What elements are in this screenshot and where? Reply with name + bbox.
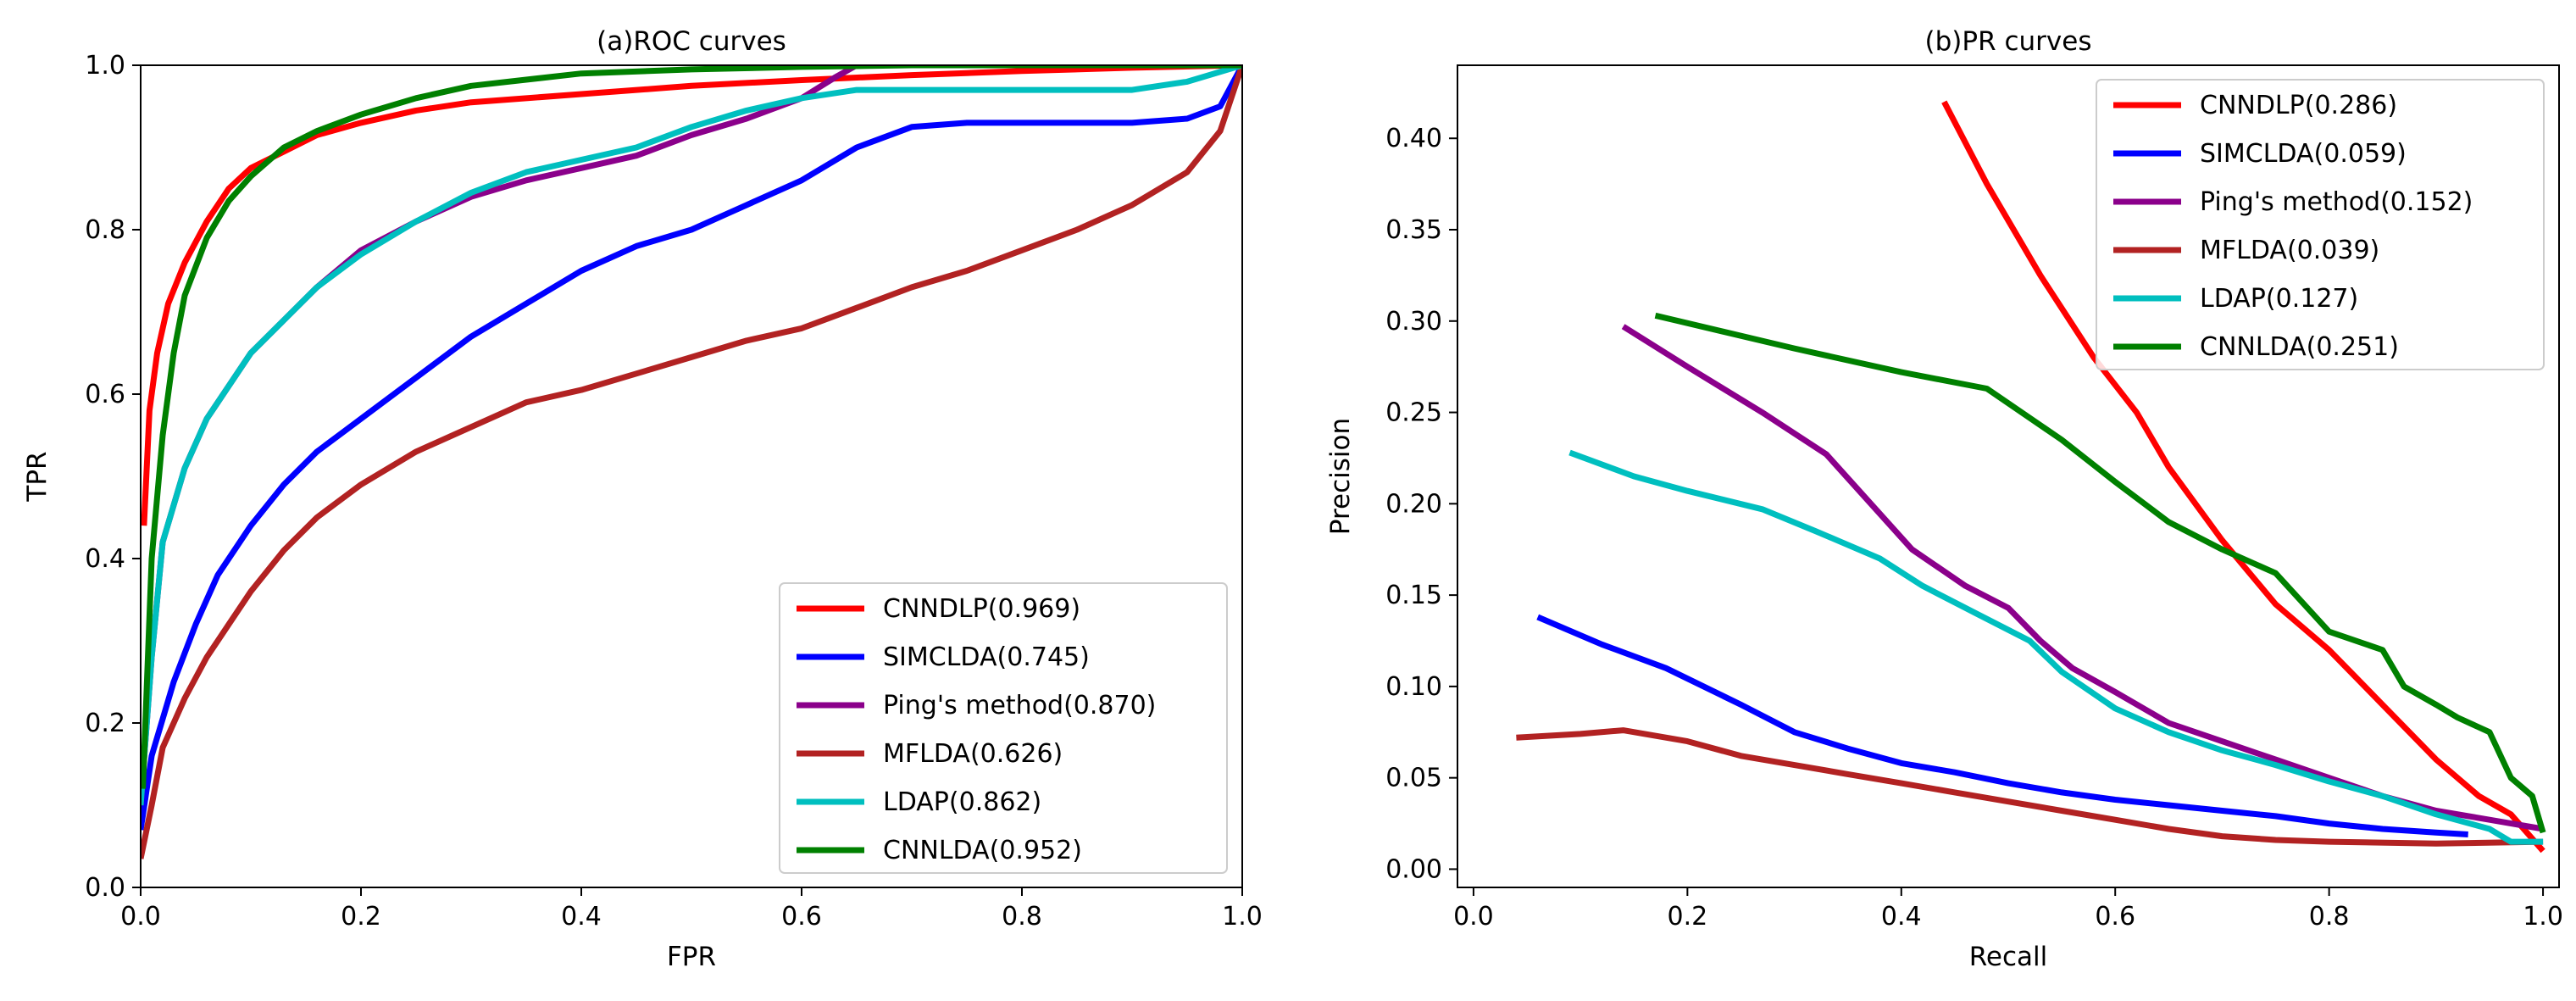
series-line-1 [141, 65, 1242, 831]
series-line-0 [141, 65, 1242, 526]
x-tick-label: 0.2 [341, 902, 381, 931]
y-tick-label: 0.8 [85, 215, 125, 245]
x-tick-label: 0.6 [2095, 902, 2135, 931]
y-tick-label: 0.05 [1385, 764, 1442, 793]
y-tick-label: 0.0 [85, 873, 125, 903]
plot-frame [140, 64, 1243, 888]
chart-title: (a)ROC curves [597, 26, 786, 57]
y-tick-label: 0.00 [1385, 854, 1442, 884]
y-tick-label: 0.10 [1385, 672, 1442, 702]
series-line-2 [1621, 324, 2544, 832]
y-tick-label: 0.20 [1385, 489, 1442, 519]
x-tick-label: 0.4 [561, 902, 602, 931]
y-tick-label: 0.25 [1385, 398, 1442, 428]
legend-label-0: CNNDLP(0.969) [883, 594, 1080, 624]
x-tick-label: 0.2 [1667, 902, 1707, 931]
legend-label-3: MFLDA(0.626) [883, 739, 1063, 769]
legend-box [2096, 79, 2545, 370]
series-line-0 [1941, 100, 2545, 854]
legend-box [779, 582, 1228, 874]
legend-label-3: MFLDA(0.039) [2200, 236, 2379, 265]
plot-frame [1457, 64, 2560, 888]
y-tick-label: 0.2 [85, 709, 125, 738]
x-tick-label: 0.8 [1002, 902, 1042, 931]
series-line-5 [141, 65, 1242, 789]
legend-label-5: CNNLDA(0.251) [2200, 332, 2399, 362]
y-tick-label: 0.6 [85, 380, 125, 409]
legend: CNNDLP(0.286) SIMCLDA(0.059) Ping's method… [2096, 79, 2545, 370]
legend-label-2: Ping's method(0.870) [883, 691, 1156, 720]
chart-title: (b)PR curves [1925, 26, 2092, 57]
x-axis-label: FPR [667, 942, 716, 972]
legend-label-4: LDAP(0.127) [2200, 284, 2358, 314]
y-tick-label: 0.40 [1385, 124, 1442, 153]
y-tick-label: 0.4 [85, 544, 125, 574]
y-tick-label: 0.35 [1385, 215, 1442, 245]
series-line-1 [1536, 614, 2468, 837]
x-tick-label: 0.0 [1453, 902, 1494, 931]
x-tick-label: 0.0 [120, 902, 161, 931]
series-line-4 [1568, 449, 2544, 845]
series-line-4 [141, 65, 1242, 806]
legend: CNNDLP(0.969) SIMCLDA(0.745) Ping's method… [779, 582, 1228, 874]
x-tick-label: 1.0 [1222, 902, 1263, 931]
roc-chart: 0.0 0.2 0.4 0.6 0.8 1.0 0.0 0.2 0.4 0.6 0.8 1.0 (a)R… [22, 26, 1263, 972]
legend-label-2: Ping's method(0.152) [2200, 187, 2473, 217]
legend-label-0: CNNDLP(0.286) [2200, 91, 2397, 120]
series-line-3 [141, 65, 1242, 859]
x-tick-label: 0.8 [2309, 902, 2350, 931]
legend-label-4: LDAP(0.862) [883, 787, 1041, 817]
y-axis-label: Precision [1325, 418, 1356, 535]
x-tick-label: 0.4 [1881, 902, 1922, 931]
legend-label-5: CNNLDA(0.952) [883, 836, 1082, 865]
x-tick-label: 1.0 [2523, 902, 2563, 931]
legend-label-1: SIMCLDA(0.059) [2200, 139, 2407, 169]
x-axis-label: Recall [1969, 942, 2048, 972]
pr-chart: 0.0 0.2 0.4 0.6 0.8 1.0 0.00 0.05 0.10 0.15 0.20 0.… [1325, 26, 2563, 972]
series-line-5 [1654, 312, 2546, 834]
y-tick-label: 0.30 [1385, 307, 1442, 336]
y-tick-label: 1.0 [85, 51, 125, 81]
y-axis-label: TPR [22, 451, 53, 502]
x-tick-label: 0.6 [781, 902, 822, 931]
series-line-3 [1516, 727, 2544, 847]
y-tick-label: 0.15 [1385, 581, 1442, 610]
legend-label-1: SIMCLDA(0.745) [883, 642, 1090, 672]
